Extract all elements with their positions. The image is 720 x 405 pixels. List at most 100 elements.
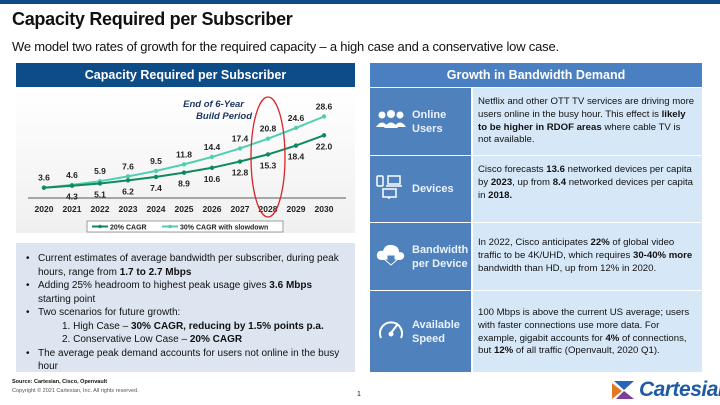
demand-row-available-speed: Available Speed 100 Mbps is above the curr… (370, 291, 702, 372)
capacity-panel-header: Capacity Required per Subscriber (16, 63, 355, 87)
data-label: 6.2 (122, 186, 134, 196)
x-tick-label: 2024 (147, 204, 166, 214)
data-point (293, 143, 299, 148)
logo-mark-icon (612, 381, 634, 399)
users-icon (376, 108, 406, 135)
page-subtitle: We model two rates of growth for the req… (12, 39, 559, 54)
demand-row-label: Bandwidth per Device (412, 243, 469, 270)
capacity-chart: 2020 2021 2022 2023 2024 2025 2026 2027 2028 2029… (16, 87, 355, 233)
bullet-text: Current estimates of average bandwidth p… (38, 253, 339, 278)
demand-row-label: Available Speed (412, 318, 460, 345)
data-point (237, 146, 243, 151)
bullet-item: The average peak demand accounts for use… (26, 347, 345, 374)
bullet-text: Two scenarios for future growth: (38, 307, 181, 318)
legend-marker (168, 224, 172, 229)
build-period-annotation: End of 6-Year (183, 99, 245, 110)
demand-row-label-cell: Devices (370, 156, 471, 222)
data-label: 4.6 (66, 170, 78, 180)
data-label: 3.6 (38, 173, 50, 183)
legend-label: 30% CAGR with slowdown (180, 225, 268, 232)
data-label: 28.6 (316, 101, 333, 111)
data-point (125, 174, 131, 179)
demand-row-label: Devices (412, 183, 454, 195)
bullet-item: Adding 25% headroom to highest peak usag… (26, 279, 345, 306)
demand-row-text: In 2022, Cisco anticipates 22% of global… (473, 223, 702, 290)
chart-svg: 2020 2021 2022 2023 2024 2025 2026 2027 2028 2029… (28, 96, 346, 233)
page-title: Capacity Required per Subscriber (12, 9, 293, 29)
data-label: 18.4 (288, 152, 305, 162)
bullet-item: 2. Conservative Low Case – 20% CAGR (26, 333, 345, 347)
bullet-text: 3.6 Mbps (269, 280, 313, 291)
demand-row-text: 100 Mbps is above the current US average… (473, 291, 702, 372)
demand-row-label-cell: Available Speed (370, 291, 471, 372)
copyright: Copyright © 2021 Cartesian, Inc. All rig… (12, 388, 139, 394)
source-note: Source: Cartesian, Cisco, Openvault (12, 379, 108, 385)
bullet-text: 30% CAGR, reducing by 1.5% points p.a. (130, 320, 324, 332)
bandwidth-demand-panel: Growth in Bandwidth Demand Online Users Ne… (370, 63, 702, 373)
bullet-item: Current estimates of average bandwidth p… (26, 252, 345, 279)
devices-icon (376, 174, 406, 205)
x-tick-label: 2028 (259, 204, 278, 214)
top-bar (0, 0, 720, 4)
data-label: 20.8 (260, 124, 277, 134)
data-label: 7.4 (150, 183, 162, 193)
x-tick-label: 2025 (175, 204, 194, 214)
x-tick-label: 2030 (315, 204, 334, 214)
demand-row-bandwidth-per device: Bandwidth per Device In 2022, Cisco antici… (370, 223, 702, 290)
data-label: 17.4 (232, 133, 249, 143)
data-point (321, 114, 327, 119)
legend-marker (98, 224, 102, 229)
speedometer-icon (376, 316, 406, 347)
data-point (125, 178, 131, 183)
x-tick-label: 2029 (287, 204, 306, 214)
cloud-download-icon (376, 242, 406, 271)
demand-row-devices: Devices Cisco forecasts 13.6 networked de… (370, 156, 702, 222)
x-tick-label: 2022 (91, 204, 110, 214)
bullet-text: 1. High Case – (62, 320, 131, 332)
data-label: 11.8 (176, 149, 192, 159)
x-tick-label: 2026 (203, 204, 222, 214)
legend-label: 20% CAGR (110, 225, 147, 232)
data-label: 7.6 (122, 161, 134, 171)
data-label: 9.5 (150, 156, 162, 166)
data-point (181, 170, 187, 175)
data-label: 15.3 (260, 160, 277, 170)
data-point (153, 168, 159, 174)
data-label: 22.0 (316, 141, 333, 151)
data-label: 8.9 (178, 179, 190, 189)
bullet-item: 1. High Case – 30% CAGR, reducing by 1.5… (26, 320, 345, 334)
demand-row-label-cell: Online Users (370, 88, 471, 155)
legend-box (86, 220, 284, 233)
data-point (321, 133, 327, 138)
data-point (265, 152, 271, 157)
data-point (41, 185, 47, 190)
data-label: 5.1 (94, 189, 106, 199)
highlight-ellipse (250, 96, 286, 218)
demand-row-text: Cisco forecasts 13.6 networked devices p… (473, 156, 702, 222)
bullet-text: 2. Conservative Low Case – (62, 334, 190, 345)
demand-row-online-users: Online Users Netflix and other OTT TV serv… (370, 88, 702, 155)
bandwidth-demand-header: Growth in Bandwidth Demand (370, 63, 702, 87)
bullet-text: starting point (38, 293, 96, 305)
data-point (69, 183, 75, 188)
page-number: 1 (357, 391, 361, 398)
x-tick-label: 2023 (119, 204, 138, 214)
bullet-text: The average peak demand accounts for use… (38, 347, 340, 373)
demand-row-label: Online Users (412, 108, 447, 135)
data-label: 14.4 (204, 142, 221, 152)
data-point (181, 162, 187, 167)
data-label: 4.3 (66, 192, 78, 202)
data-point (265, 136, 271, 141)
cartesian-logo: Cartesian (610, 378, 720, 402)
bullet-text: 20% CAGR (189, 334, 243, 345)
logo-text: Cartesian (639, 378, 720, 401)
data-label: 12.8 (232, 168, 249, 178)
data-label: 5.9 (94, 166, 106, 176)
bullet-item: Two scenarios for future growth: (26, 306, 345, 320)
bullet-text: Adding 25% headroom to highest peak usag… (38, 280, 270, 291)
data-point (209, 154, 215, 160)
data-label: 10.6 (204, 174, 221, 184)
data-label: 24.6 (288, 113, 305, 123)
data-point (153, 174, 159, 180)
data-point (293, 125, 299, 131)
